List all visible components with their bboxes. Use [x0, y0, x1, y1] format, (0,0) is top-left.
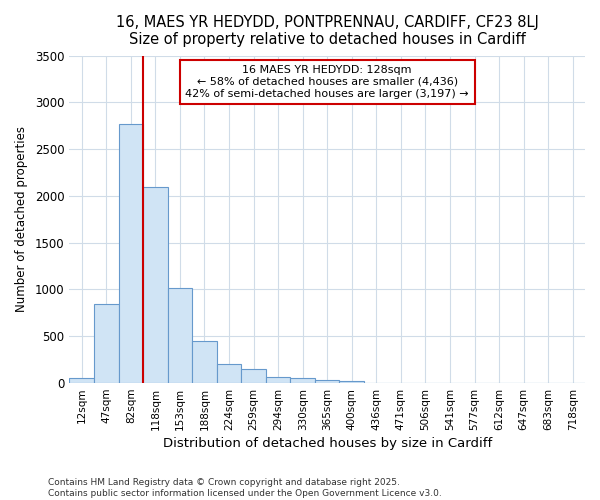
Bar	[340, 381, 364, 383]
Bar	[94, 304, 119, 383]
Bar	[241, 369, 266, 383]
Y-axis label: Number of detached properties: Number of detached properties	[15, 126, 28, 312]
Bar	[315, 380, 340, 383]
Bar	[290, 378, 315, 383]
Title: 16, MAES YR HEDYDD, PONTPRENNAU, CARDIFF, CF23 8LJ
Size of property relative to : 16, MAES YR HEDYDD, PONTPRENNAU, CARDIFF…	[116, 15, 539, 48]
Bar	[192, 341, 217, 383]
Bar	[119, 124, 143, 383]
Bar	[217, 364, 241, 383]
X-axis label: Distribution of detached houses by size in Cardiff: Distribution of detached houses by size …	[163, 437, 492, 450]
Bar	[167, 288, 192, 383]
Text: 16 MAES YR HEDYDD: 128sqm
← 58% of detached houses are smaller (4,436)
42% of se: 16 MAES YR HEDYDD: 128sqm ← 58% of detac…	[185, 66, 469, 98]
Bar	[143, 186, 167, 383]
Text: Contains HM Land Registry data © Crown copyright and database right 2025.
Contai: Contains HM Land Registry data © Crown c…	[48, 478, 442, 498]
Bar	[266, 376, 290, 383]
Bar	[70, 378, 94, 383]
